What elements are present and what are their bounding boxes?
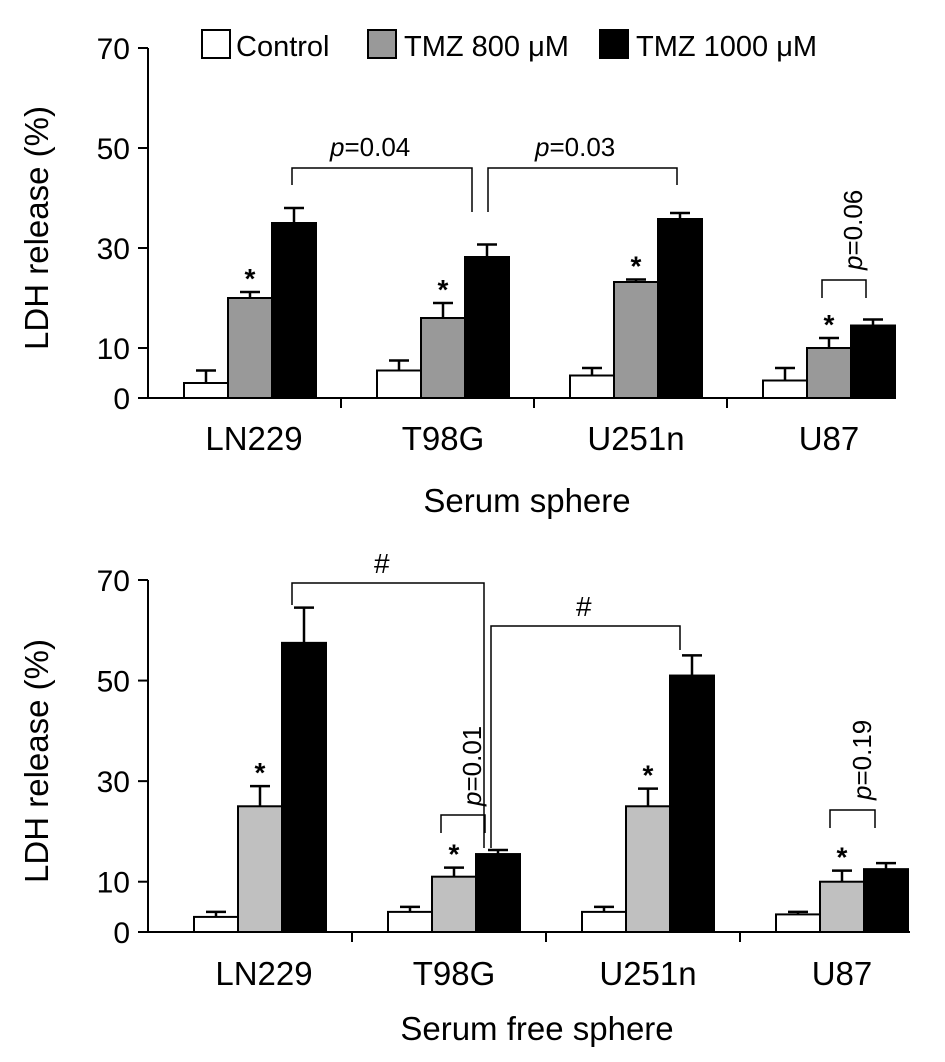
bar bbox=[183, 382, 229, 399]
legend-label-control: Control bbox=[236, 31, 330, 63]
legend-swatch-tmz800 bbox=[367, 29, 397, 59]
pvalue-ln229-t98g: p=0.04 bbox=[329, 132, 410, 162]
y-tick-label: 50 bbox=[97, 133, 130, 166]
bar bbox=[464, 256, 510, 399]
bar bbox=[420, 317, 466, 399]
significance-star: * bbox=[449, 839, 460, 870]
pvalue-u87-serum: p=0.06 bbox=[838, 190, 868, 271]
y-tick-label: 30 bbox=[97, 766, 130, 799]
category-label: U251n bbox=[599, 955, 696, 992]
bar bbox=[669, 674, 715, 933]
significance-star: * bbox=[255, 757, 266, 788]
bar bbox=[227, 297, 273, 399]
significance-star: * bbox=[438, 274, 449, 305]
y-tick-label: 70 bbox=[97, 565, 130, 598]
y-tick-label: 50 bbox=[97, 666, 130, 699]
significance-star: * bbox=[631, 251, 642, 282]
bar bbox=[271, 222, 317, 399]
legend-swatch-control bbox=[201, 29, 231, 59]
bar bbox=[806, 347, 852, 399]
bar bbox=[657, 218, 703, 399]
chart-serum-sphere: 0 10 30 50 70 LDH release (%) Serum sphere LN22… bbox=[18, 33, 896, 519]
bar bbox=[237, 805, 283, 933]
category-label: T98G bbox=[402, 420, 485, 457]
pvalue-t98g-u251n: p=0.03 bbox=[534, 132, 615, 162]
significance-star: * bbox=[837, 842, 848, 873]
y-tick-label: 30 bbox=[97, 233, 130, 266]
x-axis-title: Serum free sphere bbox=[400, 1010, 673, 1047]
bar bbox=[581, 910, 627, 934]
bar bbox=[775, 913, 821, 934]
chart-serum-free-sphere: 0 10 30 50 70 LDH release (%) Serum free spher… bbox=[18, 548, 910, 1047]
category-label: LN229 bbox=[205, 420, 302, 457]
legend: Control TMZ 800 μM TMZ 1000 μM bbox=[201, 29, 817, 63]
bracket-ln229-t98g bbox=[291, 167, 473, 212]
significance-star: * bbox=[824, 309, 835, 340]
bar bbox=[376, 369, 422, 399]
bar bbox=[431, 875, 477, 934]
y-tick-label: 70 bbox=[97, 33, 130, 66]
bar bbox=[281, 641, 327, 933]
legend-label-tmz1000: TMZ 1000 μM bbox=[636, 31, 817, 63]
y-tick-label: 0 bbox=[113, 383, 130, 416]
legend-label-tmz800: TMZ 800 μM bbox=[404, 31, 569, 63]
bar bbox=[475, 853, 521, 933]
category-label: U87 bbox=[799, 420, 860, 457]
hash-ln229-t98g-free: # bbox=[374, 548, 390, 579]
y-axis-title: LDH release (%) bbox=[18, 106, 55, 350]
bar bbox=[625, 805, 671, 933]
bracket-u87-free bbox=[829, 809, 876, 828]
y-tick-label: 10 bbox=[97, 333, 130, 366]
bar bbox=[819, 880, 865, 934]
category-label: LN229 bbox=[215, 955, 312, 992]
pvalue-u87-free: p=0.19 bbox=[847, 720, 877, 801]
bar bbox=[387, 910, 433, 934]
legend-swatch-tmz1000 bbox=[599, 29, 629, 59]
bar bbox=[613, 281, 659, 399]
bar bbox=[193, 915, 239, 934]
bar bbox=[850, 324, 896, 399]
bracket-u87-serum bbox=[821, 279, 867, 298]
comparison-annotations: # # p=0.01 p=0.19 bbox=[291, 548, 877, 848]
x-axis-title: Serum sphere bbox=[423, 482, 630, 519]
y-tick-label: 0 bbox=[113, 917, 130, 950]
comparison-annotations: p=0.04 p=0.03 p=0.06 bbox=[291, 132, 868, 298]
category-label: U251n bbox=[587, 420, 684, 457]
bar bbox=[863, 868, 909, 934]
bar bbox=[569, 374, 615, 399]
bracket-ln229-t98g-free bbox=[291, 582, 485, 848]
significance-star: * bbox=[245, 263, 256, 294]
bracket-t98g-u251n bbox=[487, 167, 678, 212]
bracket-t98g-u251n-free bbox=[490, 625, 681, 848]
bar bbox=[762, 379, 808, 399]
y-tick-label: 10 bbox=[97, 867, 130, 900]
y-axis-title: LDH release (%) bbox=[18, 639, 55, 883]
hash-t98g-u251n-free: # bbox=[576, 591, 592, 622]
bracket-t98g-free bbox=[440, 814, 486, 833]
category-label: T98G bbox=[413, 955, 496, 992]
pvalue-t98g-free: p=0.01 bbox=[457, 726, 487, 807]
significance-star: * bbox=[643, 760, 654, 791]
category-label: U87 bbox=[812, 955, 873, 992]
